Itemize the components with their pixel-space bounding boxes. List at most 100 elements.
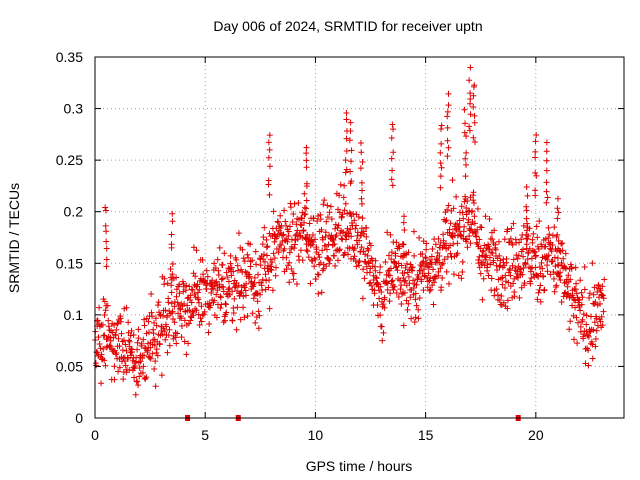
data-point bbox=[453, 193, 460, 200]
data-point bbox=[459, 269, 466, 276]
data-point bbox=[344, 210, 351, 217]
data-point bbox=[577, 277, 584, 284]
data-point bbox=[232, 283, 239, 290]
data-point bbox=[494, 267, 501, 274]
data-point bbox=[303, 183, 310, 190]
data-point bbox=[541, 286, 548, 293]
data-point bbox=[154, 352, 161, 359]
data-point bbox=[551, 254, 558, 261]
data-point bbox=[217, 293, 224, 300]
data-point bbox=[466, 77, 473, 84]
data-point bbox=[288, 266, 295, 273]
data-point bbox=[460, 215, 467, 222]
data-point bbox=[102, 362, 109, 369]
data-point bbox=[209, 277, 216, 284]
data-point bbox=[168, 282, 175, 289]
data-point bbox=[208, 289, 215, 296]
y-tick-label: 0.3 bbox=[64, 101, 84, 117]
data-point bbox=[302, 211, 309, 218]
data-point bbox=[373, 280, 380, 287]
data-point bbox=[533, 223, 540, 230]
data-point bbox=[180, 288, 187, 295]
data-point bbox=[163, 323, 170, 330]
data-point bbox=[147, 355, 154, 362]
data-point bbox=[363, 233, 370, 240]
data-point bbox=[319, 247, 326, 254]
data-point bbox=[320, 201, 327, 208]
x-tick-label: 10 bbox=[308, 427, 324, 443]
data-point bbox=[377, 283, 384, 290]
data-point bbox=[585, 333, 592, 340]
data-point bbox=[464, 197, 471, 204]
data-point bbox=[328, 216, 335, 223]
data-point bbox=[416, 294, 423, 301]
x-tick-label: 15 bbox=[418, 427, 434, 443]
data-point bbox=[260, 234, 267, 241]
data-point bbox=[332, 262, 339, 269]
data-point bbox=[543, 262, 550, 269]
data-point bbox=[384, 286, 391, 293]
data-point bbox=[554, 205, 561, 212]
data-point bbox=[504, 226, 511, 233]
data-point bbox=[112, 331, 119, 338]
data-point bbox=[223, 309, 230, 316]
data-point bbox=[152, 358, 159, 365]
data-point bbox=[538, 259, 545, 266]
data-point bbox=[522, 260, 529, 267]
data-point bbox=[264, 243, 271, 250]
data-point bbox=[599, 283, 606, 290]
data-point bbox=[469, 207, 476, 214]
data-point bbox=[587, 313, 594, 320]
data-point bbox=[227, 252, 234, 259]
data-point bbox=[324, 214, 331, 221]
data-point bbox=[466, 232, 473, 239]
data-point bbox=[439, 274, 446, 281]
data-point bbox=[420, 287, 427, 294]
data-point bbox=[101, 357, 108, 364]
data-point bbox=[343, 135, 350, 142]
data-point bbox=[498, 292, 505, 299]
data-point bbox=[424, 263, 431, 270]
data-point bbox=[101, 298, 108, 305]
data-point bbox=[441, 256, 448, 263]
data-point bbox=[518, 284, 525, 291]
data-point bbox=[438, 122, 445, 129]
data-point bbox=[403, 297, 410, 304]
data-point bbox=[355, 262, 362, 269]
data-point bbox=[504, 305, 511, 312]
data-point bbox=[458, 275, 465, 282]
data-point bbox=[543, 157, 550, 164]
data-point bbox=[388, 135, 395, 142]
data-point bbox=[463, 236, 470, 243]
data-point bbox=[568, 265, 575, 272]
data-point bbox=[176, 281, 183, 288]
data-point bbox=[98, 380, 105, 387]
data-point bbox=[393, 239, 400, 246]
data-point bbox=[237, 316, 244, 323]
data-point bbox=[487, 261, 494, 268]
data-point bbox=[190, 312, 197, 319]
data-point bbox=[407, 294, 414, 301]
data-point bbox=[535, 246, 542, 253]
data-point bbox=[174, 299, 181, 306]
data-point bbox=[153, 322, 160, 329]
data-point bbox=[303, 150, 310, 157]
data-point bbox=[361, 230, 368, 237]
data-point bbox=[171, 298, 178, 305]
data-point bbox=[102, 207, 109, 214]
data-point bbox=[351, 217, 358, 224]
data-point bbox=[140, 363, 147, 370]
data-point bbox=[589, 260, 596, 267]
data-point bbox=[583, 321, 590, 328]
data-point bbox=[396, 277, 403, 284]
data-point bbox=[169, 308, 176, 315]
data-point bbox=[467, 100, 474, 107]
data-point bbox=[511, 293, 518, 300]
data-point bbox=[483, 252, 490, 259]
data-point bbox=[170, 315, 177, 322]
data-point bbox=[387, 290, 394, 297]
data-point bbox=[271, 255, 278, 262]
data-point bbox=[486, 254, 493, 261]
data-point bbox=[147, 344, 154, 351]
data-point bbox=[186, 283, 193, 290]
